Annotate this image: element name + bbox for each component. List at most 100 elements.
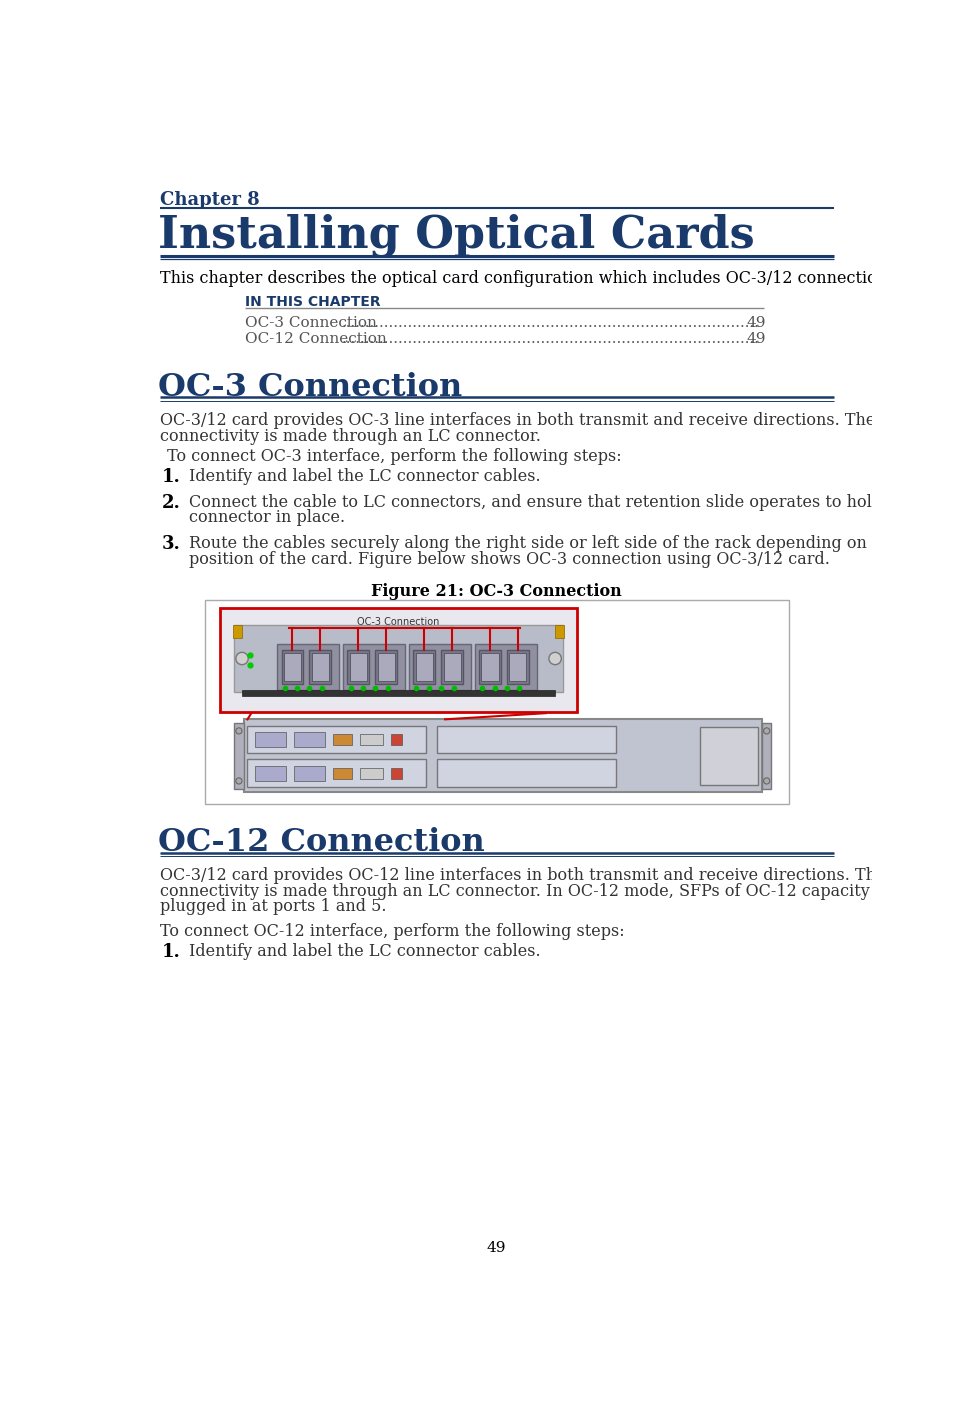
Text: OC-3/12 card provides OC-12 line interfaces in both transmit and receive directi: OC-3/12 card provides OC-12 line interfa… — [160, 868, 886, 885]
Bar — [220, 608, 577, 712]
Text: To connect OC-12 interface, perform the following steps:: To connect OC-12 interface, perform the … — [160, 923, 624, 940]
Bar — [204, 601, 789, 804]
Text: OC-12 Connection: OC-12 Connection — [245, 332, 387, 346]
Text: 49: 49 — [746, 332, 766, 346]
Text: OC-3 Connection: OC-3 Connection — [358, 617, 440, 627]
Text: To connect OC-3 interface, perform the following steps:: To connect OC-3 interface, perform the f… — [162, 448, 622, 465]
Text: Connect the cable to LC connectors, and ensure that retention slide operates to : Connect the cable to LC connectors, and … — [189, 493, 914, 510]
Bar — [277, 644, 339, 690]
Circle shape — [548, 653, 561, 664]
Text: ................................................................................: ........................................… — [342, 317, 760, 329]
Text: Pt: Pt — [385, 691, 391, 695]
Text: Pt: Pt — [319, 691, 325, 695]
Bar — [343, 644, 405, 690]
Text: Cm: Cm — [504, 691, 515, 695]
Text: 1.: 1. — [162, 942, 180, 961]
Text: connectivity is made through an LC connector.: connectivity is made through an LC conne… — [160, 428, 541, 445]
Bar — [294, 766, 325, 781]
Text: Rx: Rx — [359, 691, 368, 695]
Bar — [234, 625, 563, 692]
Circle shape — [235, 728, 242, 733]
Bar — [309, 650, 331, 684]
Text: Cm: Cm — [372, 691, 383, 695]
Bar — [359, 767, 383, 779]
Text: OC-3 Connection: OC-3 Connection — [245, 317, 377, 329]
Bar — [378, 653, 394, 681]
Bar — [282, 650, 303, 684]
Text: Tx: Tx — [282, 691, 289, 695]
Bar — [284, 653, 301, 681]
Text: position of the card. Figure below shows OC-3 connection using OC-3/12 card.: position of the card. Figure below shows… — [189, 551, 830, 568]
Bar — [437, 725, 615, 753]
Bar — [359, 733, 383, 745]
Bar — [255, 732, 286, 747]
Text: 2.: 2. — [162, 493, 180, 512]
Bar — [414, 650, 435, 684]
Text: ALM: ALM — [251, 654, 267, 663]
Text: Tx: Tx — [348, 691, 355, 695]
Text: Identify and label the LC connector cables.: Identify and label the LC connector cabl… — [189, 468, 541, 485]
Text: Route the cables securely along the right side or left side of the rack dependin: Route the cables securely along the righ… — [189, 536, 898, 552]
Bar — [247, 759, 425, 787]
Circle shape — [764, 728, 769, 733]
Bar — [247, 725, 425, 753]
Text: 49: 49 — [486, 1242, 507, 1255]
Bar — [375, 650, 397, 684]
Text: Chapter 8: Chapter 8 — [160, 191, 260, 209]
Text: 1.: 1. — [162, 468, 180, 486]
Text: Cm: Cm — [438, 691, 449, 695]
Text: Pt: Pt — [451, 691, 456, 695]
Bar — [242, 690, 555, 697]
Circle shape — [235, 779, 242, 784]
Text: plugged in at ports 1 and 5.: plugged in at ports 1 and 5. — [160, 899, 387, 916]
Text: OC-3 Connection: OC-3 Connection — [158, 372, 462, 403]
Text: Identify and label the LC connector cables.: Identify and label the LC connector cabl… — [189, 942, 541, 959]
Bar — [441, 650, 463, 684]
Circle shape — [235, 653, 248, 664]
Text: Rx: Rx — [425, 691, 434, 695]
Text: Rx: Rx — [294, 691, 302, 695]
Bar — [482, 653, 498, 681]
Text: OC-12 Connection: OC-12 Connection — [158, 827, 484, 858]
Bar — [233, 625, 242, 639]
Text: Figure 21: OC-3 Connection: Figure 21: OC-3 Connection — [371, 584, 622, 601]
Text: STM: STM — [251, 663, 267, 673]
Text: IN THIS CHAPTER: IN THIS CHAPTER — [245, 295, 381, 309]
Bar — [391, 733, 402, 745]
Bar — [348, 650, 369, 684]
Circle shape — [764, 779, 769, 784]
Text: Tx: Tx — [480, 691, 486, 695]
Text: Installing Optical Cards: Installing Optical Cards — [158, 213, 754, 257]
Bar — [312, 653, 328, 681]
Bar — [350, 653, 367, 681]
Bar — [332, 767, 352, 779]
Bar — [480, 650, 501, 684]
Text: OC-3/12 card provides OC-3 line interfaces in both transmit and receive directio: OC-3/12 card provides OC-3 line interfac… — [160, 413, 875, 430]
Text: ................................................................................: ........................................… — [342, 332, 760, 346]
Text: This chapter describes the optical card configuration which includes OC-3/12 con: This chapter describes the optical card … — [160, 270, 900, 287]
Bar — [762, 723, 771, 788]
Bar — [332, 733, 352, 745]
Bar — [391, 767, 402, 779]
Text: 3.: 3. — [162, 536, 180, 554]
Text: 49: 49 — [746, 317, 766, 329]
Bar — [294, 732, 325, 747]
Text: connectivity is made through an LC connector. In OC-12 mode, SFPs of OC-12 capac: connectivity is made through an LC conne… — [160, 883, 889, 900]
Bar — [507, 650, 529, 684]
Text: !: ! — [711, 746, 721, 766]
Bar — [243, 719, 762, 793]
Bar — [555, 625, 564, 639]
Text: Cm: Cm — [306, 691, 317, 695]
Bar — [409, 644, 471, 690]
Bar — [437, 759, 615, 787]
Text: Rx: Rx — [491, 691, 500, 695]
Bar — [255, 766, 286, 781]
Text: connector in place.: connector in place. — [189, 509, 346, 526]
Bar — [475, 644, 537, 690]
Bar — [444, 653, 460, 681]
Text: Pt: Pt — [516, 691, 522, 695]
Bar — [510, 653, 526, 681]
Text: Tx: Tx — [414, 691, 421, 695]
Text: OC-3/12: OC-3/12 — [251, 673, 280, 678]
Bar — [700, 728, 758, 784]
